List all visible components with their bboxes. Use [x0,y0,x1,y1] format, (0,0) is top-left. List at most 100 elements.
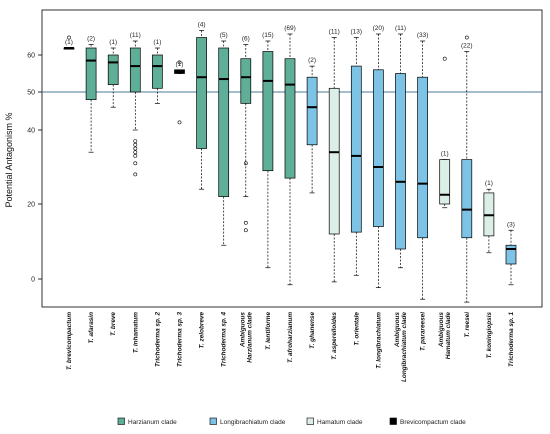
category-label: T. ghanense [309,312,316,349]
outlier-point [177,120,182,125]
sample-count-label: (11) [395,25,406,32]
category-label: T. breve [110,312,117,336]
y-tick-label: 60 [27,53,35,60]
box-body [395,73,406,250]
legend-swatch [209,417,217,425]
sample-count-label: (1) [65,39,73,46]
box-body [85,47,97,100]
category-label: T. parareesei [420,312,427,351]
sample-count-label: (2) [308,57,316,64]
outlier-point [243,228,248,233]
y-tick-label: 0 [31,277,35,284]
box-body [196,37,207,149]
category-label: Longibrachiatum clade [401,312,408,382]
box-body [417,76,428,239]
box-16 [417,40,428,300]
box-20 [505,229,517,286]
category-label: Trichoderma sp. 2 [154,312,161,367]
box-body [107,54,119,85]
outlier-point [133,142,138,147]
outlier-point [133,161,138,166]
outlier-point [177,60,182,65]
legend-swatch [117,417,125,425]
y-tick-label: 40 [27,128,35,135]
sample-count-label: (1) [153,39,161,46]
box-14 [373,33,384,289]
box-19 [483,188,495,254]
box-12 [328,37,340,283]
box-5 [174,60,185,125]
sample-count-label: (4) [198,22,206,29]
box-8 [240,44,252,233]
box-body [306,76,318,146]
box-body [262,51,274,172]
category-label: Trichoderma sp. 1 [508,312,515,367]
box-body [240,58,252,104]
box-0 [63,35,75,50]
outlier-point [243,220,248,225]
category-label: Hamatum clade [445,312,452,360]
sample-count-label: (3) [507,221,515,228]
legend-label: Brevicompactum clade [400,419,466,426]
box-body [328,87,340,235]
sample-count-label: (11) [130,32,141,39]
category-label: Harzianum clade [246,312,253,363]
box-13 [350,37,362,276]
outlier-point [67,35,71,40]
category-label: T. afarasin [88,312,95,344]
sample-count-label: (1) [176,61,184,68]
category-label: T. longibrachiatum [375,312,382,369]
category-label: Trichoderma sp. 3 [177,312,184,367]
category-label: Ambiguous [394,312,401,349]
box-17 [439,56,451,209]
box-6 [196,30,207,190]
box-10 [284,33,296,286]
category-label: T. inhamatum [132,312,139,353]
category-label: T. asperelloides [331,312,338,360]
outlier-point [464,35,469,40]
outlier-point [133,150,138,155]
category-label: Ambiguous [239,312,246,349]
category-label: Trichoderma sp. 4 [221,312,228,367]
category-label: T. zelobreve [199,312,206,349]
box-body [218,47,230,197]
legend-swatch [306,417,314,425]
sample-count-label: (33) [417,32,429,39]
box-7 [218,40,230,246]
sample-count-label: (5) [220,32,228,39]
legend-label: Harzianum clade [128,419,177,426]
category-label: T. afroharzianum [287,312,294,363]
sample-count-label: (1) [441,151,449,158]
box-body [439,159,451,205]
outlier-point [133,153,138,158]
box-18 [461,35,473,303]
sample-count-label: (20) [373,25,385,32]
category-label: T. lentiforme [265,312,272,350]
box-body [350,65,362,233]
y-tick-label: 50 [27,90,35,97]
legend-label: Hamatum clade [317,419,363,426]
box-body [284,58,296,179]
y-axis-label: Potential Antagonism % [4,112,14,207]
sample-count-label: (15) [262,32,274,39]
sample-count-label: (6) [242,36,250,43]
box-body [461,159,473,239]
legend-label: Longibrachiatum clade [220,419,286,426]
box-11 [306,65,318,194]
outlier-point [243,161,248,166]
outlier-point [442,56,447,61]
outlier-point [133,139,138,144]
sample-count-label: (69) [284,25,296,32]
category-label: T. reesei [464,312,471,338]
box-body [505,244,517,265]
box-15 [395,33,406,269]
y-tick-label: 20 [27,202,35,209]
box-body [152,54,163,89]
box-3 [129,40,141,177]
box-4 [152,47,163,104]
box-1 [85,44,97,153]
category-label: T. orientale [353,312,360,346]
category-label: Ambiguous [438,312,445,349]
category-label: T. brevicompactum [66,312,73,370]
